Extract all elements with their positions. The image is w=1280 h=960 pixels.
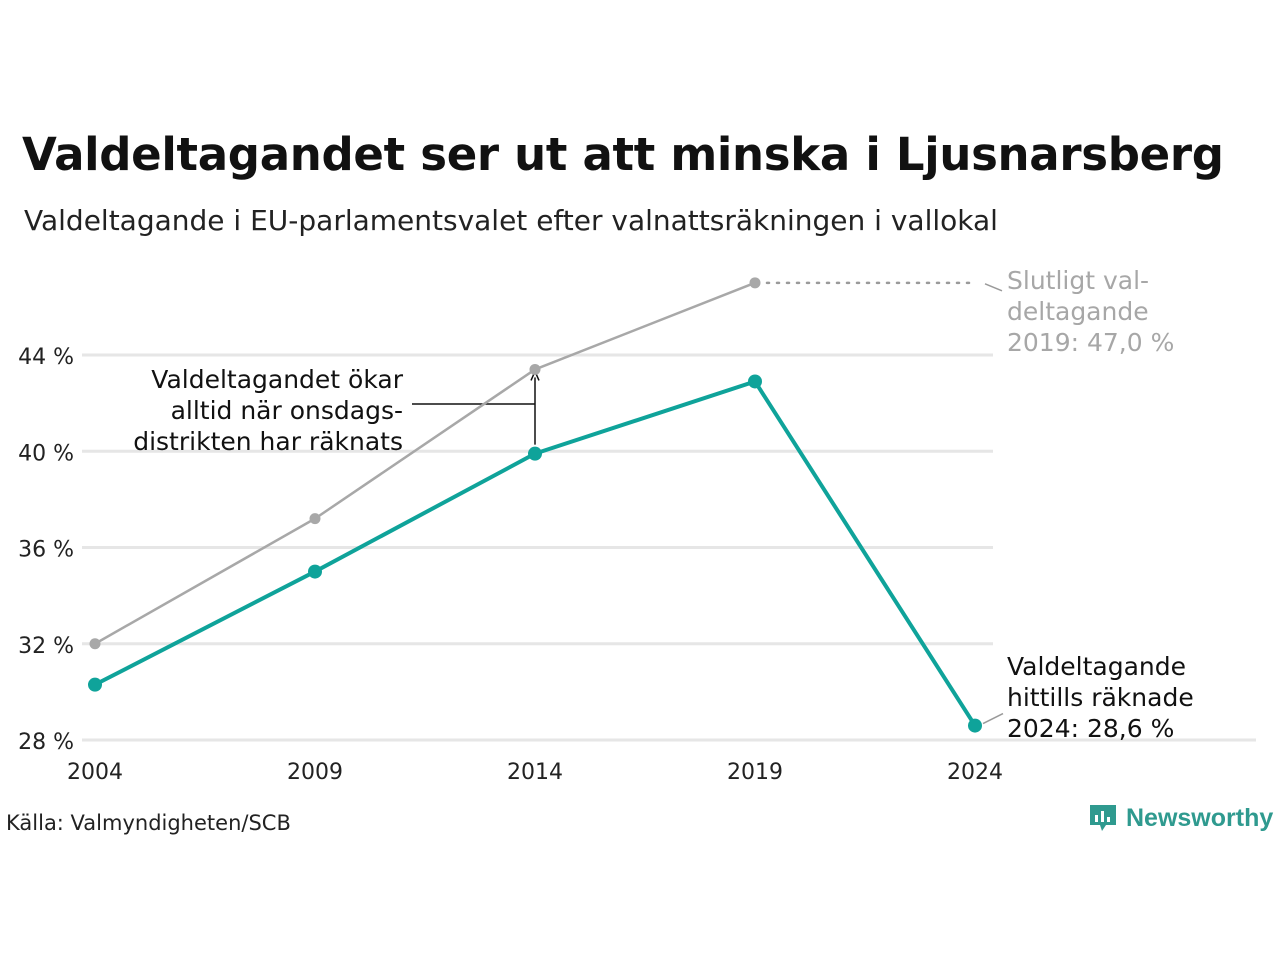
- data-point: [749, 277, 761, 289]
- x-tick-label: 2019: [727, 760, 783, 785]
- y-axis-ticks: 28 % 32 % 36 % 40 % 44 %: [18, 345, 74, 755]
- annotation-tick: [982, 712, 1004, 725]
- annotation-line: Valdeltagande: [1007, 652, 1187, 681]
- x-tick-label: 2024: [947, 760, 1003, 785]
- y-tick-label: 32 %: [18, 634, 74, 659]
- data-point: [88, 677, 102, 692]
- data-point: [309, 513, 321, 525]
- data-point: [308, 564, 322, 579]
- annotation-line: Slutligt val-: [1007, 266, 1150, 295]
- chart-title: Valdeltagandet ser ut att minska i Ljusn…: [22, 128, 1224, 181]
- annotation-line: Valdeltagandet ökar: [151, 365, 403, 394]
- brand-name: Newsworthy: [1126, 803, 1274, 832]
- y-tick-label: 44 %: [18, 345, 74, 370]
- chart-subtitle: Valdeltagande i EU-parlamentsvalet efter…: [24, 204, 998, 237]
- annotation-line: 2019: 47,0 %: [1007, 328, 1175, 357]
- newsworthy-logo-icon: [1090, 805, 1116, 831]
- y-tick-label: 28 %: [18, 730, 74, 755]
- annotation-counted-2024: Valdeltagande hittills räknade 2024: 28,…: [1007, 651, 1194, 744]
- annotation-line: deltagande: [1007, 297, 1149, 326]
- series-line: [94, 281, 756, 645]
- data-point: [528, 446, 542, 461]
- annotation-line: hittills räknade: [1007, 683, 1194, 712]
- annotation-line: alltid när onsdags-: [170, 396, 403, 425]
- annotation-tick: [984, 283, 1003, 292]
- annotation-wednesday-districts: Valdeltagandet ökar alltid när onsdags- …: [133, 364, 403, 457]
- x-tick-label: 2014: [507, 760, 563, 785]
- y-tick-label: 36 %: [18, 538, 74, 563]
- x-tick-label: 2004: [67, 760, 123, 785]
- x-tick-label: 2009: [287, 760, 343, 785]
- annotation-final-2019: Slutligt val- deltagande 2019: 47,0 %: [1007, 265, 1174, 358]
- newsworthy-logo: Newsworthy: [1088, 803, 1273, 833]
- data-point: [968, 718, 982, 733]
- data-point: [529, 363, 541, 375]
- gridlines: [82, 353, 1256, 742]
- data-series: [88, 277, 982, 733]
- source-note: Källa: Valmyndigheten/SCB: [6, 811, 291, 835]
- annotation-leaders: [412, 281, 1004, 725]
- data-point: [748, 374, 762, 389]
- data-point: [89, 638, 101, 650]
- annotation-line: 2024: 28,6 %: [1007, 714, 1175, 743]
- x-axis-ticks: 2004 2009 2014 2019 2024: [67, 760, 1003, 785]
- y-tick-label: 40 %: [18, 441, 74, 466]
- annotation-line: distrikten har räknats: [133, 427, 403, 456]
